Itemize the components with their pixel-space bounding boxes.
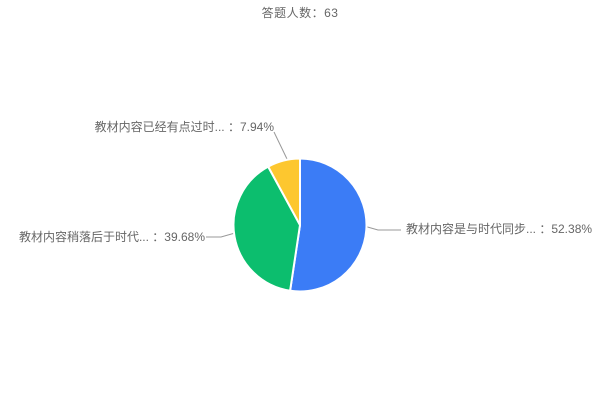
slice-label-blue: 教材内容是与时代同步... ：52.38% xyxy=(406,222,593,236)
pie-slice-yellow[interactable] xyxy=(267,157,301,226)
chart-title: 答题人数：63 xyxy=(261,6,339,20)
slice-label-green: 教材内容稍落后于时代... ：39.68% xyxy=(18,230,205,244)
pie-slice-green[interactable] xyxy=(232,165,301,292)
slice-label-yellow: 教材内容已经有点过时... ：7.94% xyxy=(94,120,274,134)
leader-line-slice-1 xyxy=(363,225,401,231)
leader-line-slice-3 xyxy=(273,131,288,160)
leader-line-slice-2 xyxy=(206,232,236,238)
pie-slice-blue[interactable] xyxy=(289,157,368,293)
